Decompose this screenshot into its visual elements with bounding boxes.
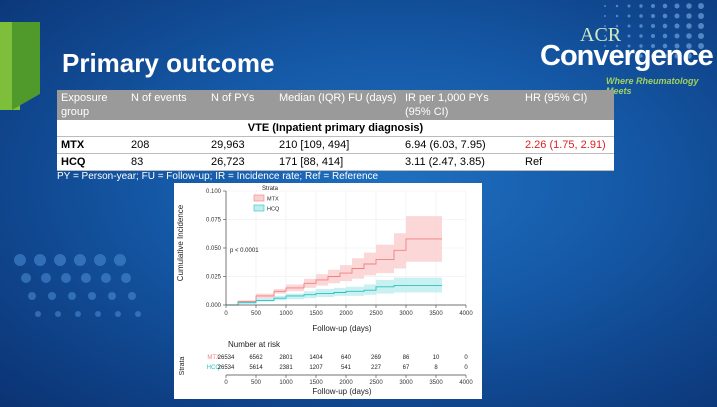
y-tick-label: 0.075 xyxy=(206,218,222,224)
risk-x-tick-label: 500 xyxy=(251,380,262,386)
y-axis-label: Cumulative Incidence xyxy=(176,204,185,281)
risk-x-axis-label: Follow-up (days) xyxy=(312,387,371,396)
cell-median: 210 [109, 494] xyxy=(275,136,401,154)
x-tick-label: 2500 xyxy=(369,311,383,317)
logo-convergence-text: Convergence xyxy=(540,40,714,72)
kaplan-meier-plot: 0.000 0.025 0.050 0.075 0.100 0 500 1000 1500 200… xyxy=(174,183,482,399)
risk-count: 0 xyxy=(464,365,468,371)
table-section-row: VTE (Inpatient primary diagnosis) xyxy=(57,120,614,137)
y-tick-label: 0.025 xyxy=(206,275,222,281)
risk-count: 10 xyxy=(433,355,440,361)
header-ir: IR per 1,000 PYs (95% CI) xyxy=(401,90,521,120)
footnote: PY = Person-year; FU = Follow-up; IR = I… xyxy=(57,171,379,182)
section-label: VTE (Inpatient primary diagnosis) xyxy=(57,120,614,137)
legend: Strata MTX HCQ xyxy=(253,186,280,213)
x-axis-label: Follow-up (days) xyxy=(312,324,371,333)
risk-count: 26534 xyxy=(218,365,235,371)
risk-count: 541 xyxy=(341,365,352,371)
risk-table-ylabel: Strata xyxy=(179,357,186,376)
risk-row-label-mtx: MTX xyxy=(207,355,220,361)
risk-count: 2381 xyxy=(279,365,293,371)
risk-count: 227 xyxy=(371,365,382,371)
cell-hr: 2.26 (1.75, 2.91) xyxy=(521,136,614,154)
series-line-mtx xyxy=(226,238,442,306)
legend-swatch-hcq xyxy=(253,204,265,212)
slide-title: Primary outcome xyxy=(62,48,275,78)
header-hr: HR (95% CI) xyxy=(521,90,614,120)
risk-x-tick-label: 3500 xyxy=(429,380,443,386)
legend-label-mtx: MTX xyxy=(267,197,279,203)
x-tick-label: 1500 xyxy=(309,311,323,317)
risk-x-tick-label: 2500 xyxy=(369,380,383,386)
y-tick-label: 0.000 xyxy=(206,303,222,309)
ci-band-mtx xyxy=(226,216,442,305)
logo-tagline: Where Rheumatology Meets xyxy=(606,76,699,96)
header-n-pys: N of PYs xyxy=(207,90,275,120)
risk-count: 67 xyxy=(403,365,410,371)
cell-group: MTX xyxy=(57,136,127,154)
cell-median: 171 [88, 414] xyxy=(275,153,401,171)
x-tick-label: 3000 xyxy=(399,311,413,317)
x-tick-label: 1000 xyxy=(279,311,293,317)
risk-count: 640 xyxy=(341,355,352,361)
x-tick-label: 3500 xyxy=(429,311,443,317)
cell-group: HCQ xyxy=(57,153,127,171)
risk-count: 0 xyxy=(464,355,468,361)
header-n-events: N of events xyxy=(127,90,207,120)
legend-title: Strata xyxy=(262,186,279,192)
cell-pys: 29,963 xyxy=(207,136,275,154)
green-accent-shape xyxy=(0,22,48,110)
x-tick-label: 2000 xyxy=(339,311,353,317)
logo-acr-text: ACR xyxy=(580,24,622,46)
table-header-row: Exposure group N of events N of PYs Medi… xyxy=(57,90,614,120)
risk-table-title: Number at risk xyxy=(228,340,281,349)
risk-count: 8 xyxy=(434,365,438,371)
risk-count: 86 xyxy=(403,355,410,361)
risk-count: 26534 xyxy=(218,355,235,361)
legend-swatch-mtx xyxy=(253,194,265,202)
header-exposure-group: Exposure group xyxy=(57,90,127,120)
risk-count: 1207 xyxy=(309,365,323,371)
risk-x-tick-label: 4000 xyxy=(459,380,473,386)
risk-x-tick-label: 1000 xyxy=(279,380,293,386)
table-row: HCQ 83 26,723 171 [88, 414] 3.11 (2.47, … xyxy=(57,153,614,171)
risk-x-tick-label: 3000 xyxy=(399,380,413,386)
table-row: MTX 208 29,963 210 [109, 494] 6.94 (6.03… xyxy=(57,136,614,154)
cell-ir: 6.94 (6.03, 7.95) xyxy=(401,136,521,154)
results-table: Exposure group N of events N of PYs Medi… xyxy=(57,90,614,171)
risk-count: 5614 xyxy=(249,365,263,371)
cell-pys: 26,723 xyxy=(207,153,275,171)
p-value-label: p < 0.0001 xyxy=(230,248,259,254)
risk-x-tick-label: 2000 xyxy=(339,380,353,386)
risk-row-label-hcq: HCQ xyxy=(207,365,221,371)
cell-events: 208 xyxy=(127,136,207,154)
x-tick-label: 500 xyxy=(251,311,262,317)
risk-count: 6562 xyxy=(249,355,263,361)
cell-hr: Ref xyxy=(521,153,614,171)
risk-x-tick-label: 0 xyxy=(224,380,228,386)
x-tick-label: 4000 xyxy=(459,311,473,317)
header-median-fu: Median (IQR) FU (days) xyxy=(275,90,401,120)
cell-ir: 3.11 (2.47, 3.85) xyxy=(401,153,521,171)
legend-label-hcq: HCQ xyxy=(267,207,280,213)
x-tick-label: 0 xyxy=(224,311,228,317)
y-tick-label: 0.050 xyxy=(206,246,222,252)
series-line-hcq xyxy=(226,285,442,306)
cell-events: 83 xyxy=(127,153,207,171)
risk-count: 269 xyxy=(371,355,382,361)
risk-x-tick-label: 1500 xyxy=(309,380,323,386)
risk-count: 1404 xyxy=(309,355,323,361)
y-tick-label: 0.100 xyxy=(206,189,222,195)
acr-convergence-logo: ACR Convergence Where Rheumatology Meets xyxy=(540,24,714,96)
risk-count: 2801 xyxy=(279,355,293,361)
